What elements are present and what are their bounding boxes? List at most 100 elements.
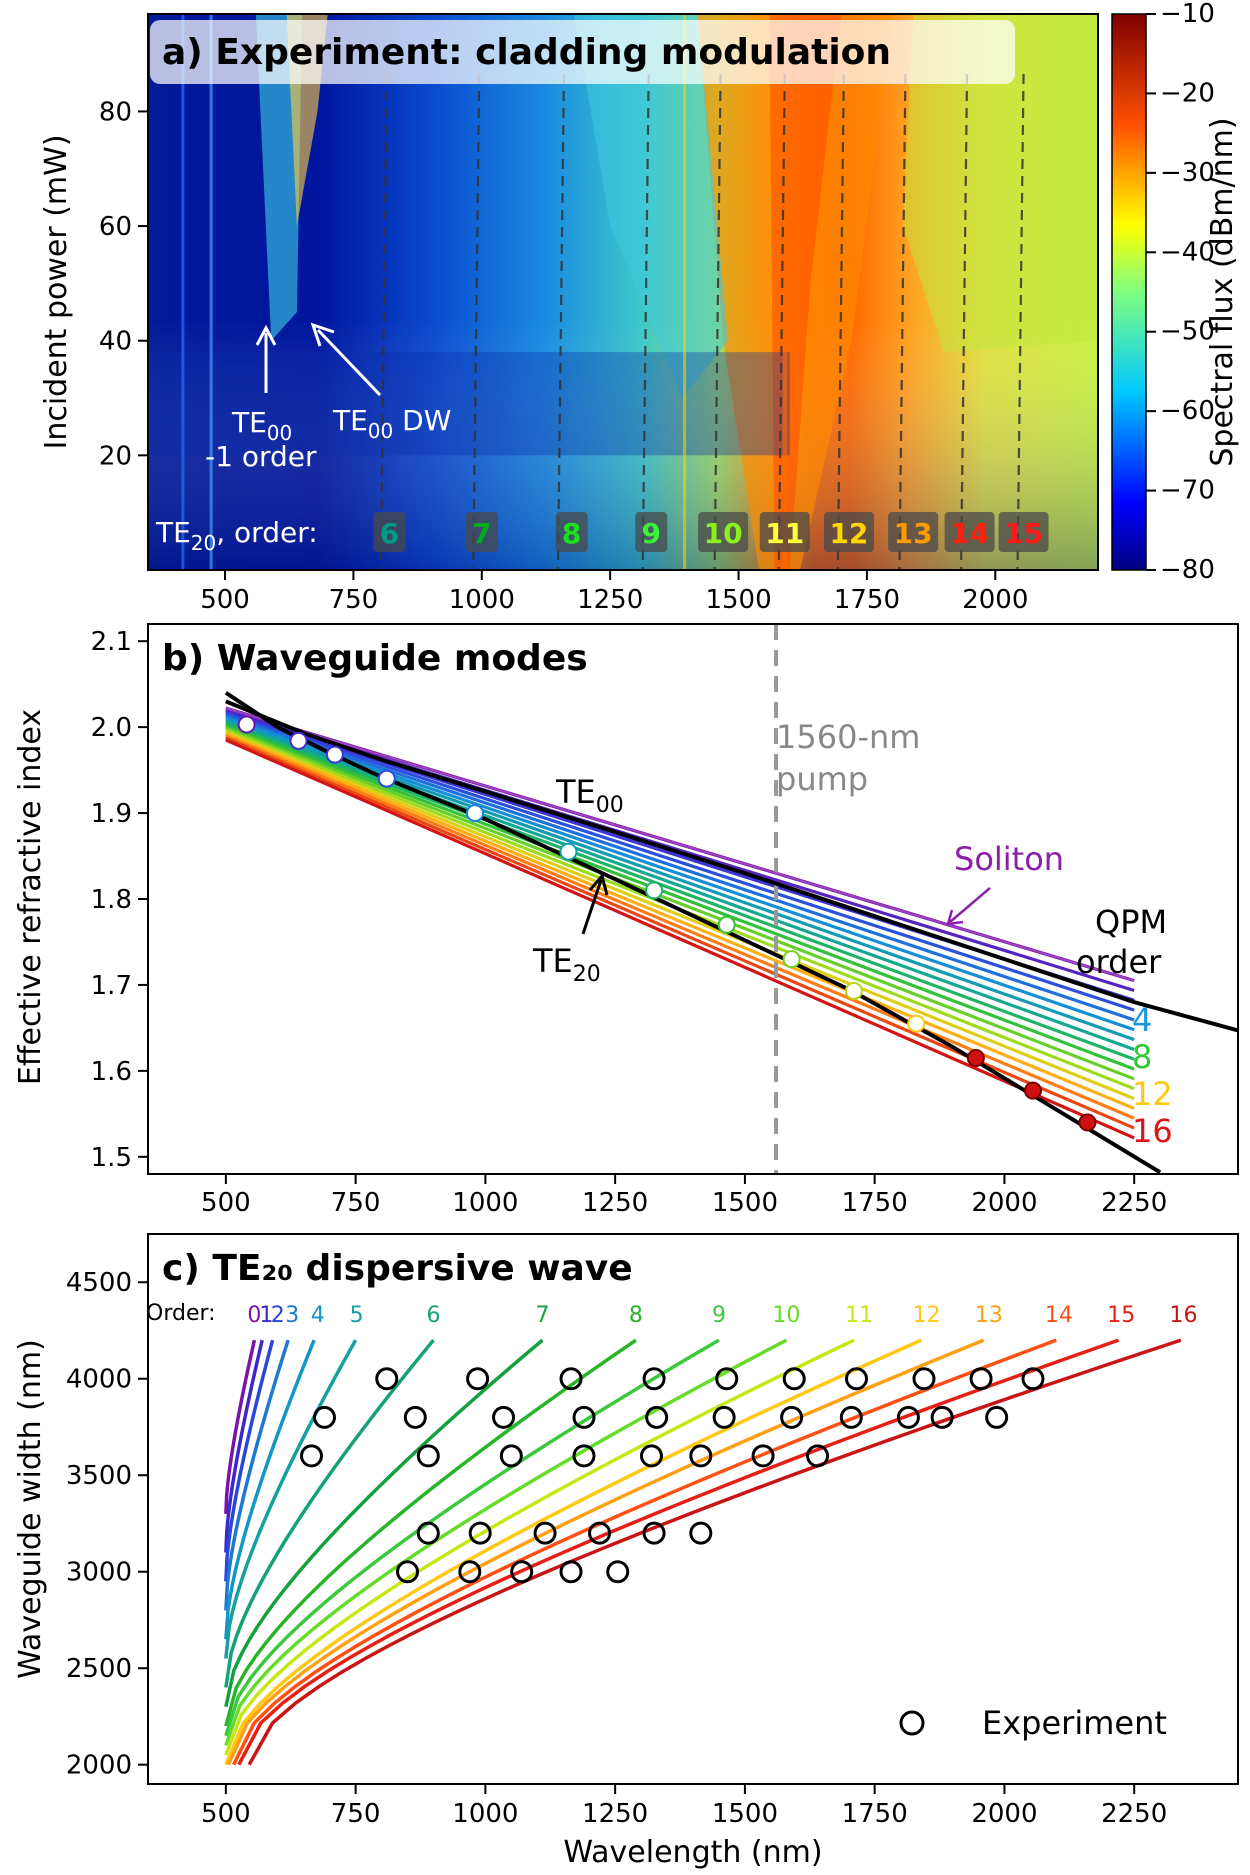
x-tick-label-b-0: 500	[201, 1188, 251, 1218]
panel-c-title: c) TE₂₀ dispersive wave	[162, 1248, 633, 1289]
order-badge-7: 7	[472, 517, 491, 550]
y-tick-label-b-4: 1.9	[91, 799, 132, 829]
y-tick-label-c-0: 2000	[66, 1751, 132, 1781]
y-tick-label-b-0: 1.5	[91, 1143, 132, 1173]
order-badge-bg-4	[698, 512, 749, 552]
x-tick-label-a-2: 1000	[449, 585, 515, 615]
label-te00-b: TE00	[555, 773, 624, 818]
experiment-point-23	[499, 1444, 523, 1468]
pump-label-line1: 1560-nm	[776, 718, 920, 756]
arrow-te00-dw	[316, 328, 382, 397]
y-tick-label-c-2: 3000	[66, 1558, 132, 1588]
guide-line-5	[777, 73, 786, 570]
experiment-point-25	[639, 1444, 663, 1468]
x-tick-label-b-4: 1500	[712, 1188, 778, 1218]
guide-line-6	[836, 73, 845, 570]
marker-3	[377, 769, 396, 788]
x-tick-label-c-1: 750	[331, 1799, 381, 1829]
experiment-point-8	[969, 1367, 993, 1391]
colorbar-ticks: −10 −20 −30 −40 −50 −60 −70 −80	[1146, 0, 1215, 585]
y-tick-label-a-1: 40	[99, 327, 132, 357]
arrowhead-te20	[588, 872, 609, 896]
experiment-point-21	[300, 1444, 323, 1468]
experiment-point-9	[1021, 1367, 1045, 1391]
experiment-point-38	[559, 1560, 583, 1584]
order-curve-label-10: 10	[772, 1303, 800, 1328]
y-tick-label-b-3: 1.8	[91, 885, 132, 915]
qpm-order-label-4: 4	[1132, 1001, 1152, 1039]
order-badge-bg-0	[373, 512, 406, 552]
arrowhead-te00-dw	[310, 322, 335, 347]
order-curve-label-1: 1	[259, 1303, 273, 1328]
y-tick-label-c-1: 2500	[66, 1654, 132, 1684]
qpm-line-8	[225, 722, 1135, 1061]
order-curve-2	[224, 1339, 275, 1582]
experiment-point-36	[458, 1560, 482, 1584]
arrow-te20	[581, 879, 603, 935]
order-curve-label-14: 14	[1045, 1303, 1073, 1328]
order-curve-labels: 012 3 4 5 6 7 8 9 10 11 12 13 14 15 16	[247, 1303, 1197, 1328]
order-curve-label-12: 12	[913, 1303, 941, 1328]
y-tick-label-c-3: 3500	[66, 1461, 132, 1491]
experiment-point-29	[416, 1521, 440, 1545]
colorbar-tick-label-5: −60	[1160, 396, 1215, 426]
y-tick-label-b-6: 2.1	[91, 627, 132, 657]
plot-frame-c	[147, 1233, 1239, 1785]
experiment-point-10	[312, 1405, 336, 1429]
colorbar-tick-label-2: −30	[1160, 158, 1215, 188]
experiment-point-37	[510, 1560, 534, 1584]
heat-te00-branch	[255, 14, 303, 341]
order-prefix: Order:	[146, 1301, 216, 1326]
marker-1	[289, 731, 308, 750]
phase-match-markers	[237, 715, 1097, 1132]
heat-left-lobe	[574, 14, 729, 399]
y-tick-label-b-5: 2.0	[91, 713, 132, 743]
order-badge-6: 6	[380, 517, 399, 550]
qpm-line-16	[225, 738, 1135, 1140]
order-curve-11	[224, 1338, 855, 1756]
guide-line-9	[1016, 73, 1025, 570]
experiment-point-39	[606, 1560, 630, 1584]
guide-line-1	[472, 73, 481, 570]
colorbar	[1111, 13, 1147, 571]
colorbar-tick-label-7: −80	[1160, 555, 1215, 585]
qpm-line-9	[225, 724, 1135, 1071]
marker-9	[844, 981, 863, 1000]
marker-12	[1023, 1081, 1042, 1100]
colorbar-tick-label-3: −40	[1160, 237, 1215, 267]
order-curve-6	[224, 1339, 435, 1688]
guide-line-8	[959, 73, 969, 570]
x-tick-label-b-3: 1250	[582, 1188, 648, 1218]
axis-ticks-b: 500 750 1000 1250 1500 1750 2000 2250 1.5 1.6 1.7 1…	[91, 627, 1168, 1218]
heat-thin-line-1	[181, 14, 185, 570]
order-curve-label-4: 4	[311, 1303, 325, 1328]
x-tick-label-b-5: 1750	[842, 1188, 908, 1218]
x-tick-label-c-7: 2250	[1101, 1799, 1167, 1829]
y-axis-label-c: Waveguide width (nm)	[13, 1339, 48, 1679]
order-curve-13	[226, 1338, 985, 1766]
order-badge-bg-8	[944, 512, 995, 552]
x-tick-label-a-1: 750	[329, 585, 379, 615]
experiment-point-22	[416, 1444, 440, 1468]
order-badge-11: 11	[765, 517, 804, 550]
soliton-line	[225, 707, 1135, 982]
experiment-point-3	[642, 1367, 666, 1391]
colorbar-tick-label-4: −50	[1160, 317, 1215, 347]
x-tick-label-c-0: 500	[201, 1799, 251, 1829]
experiment-point-19	[930, 1405, 954, 1429]
experiment-point-17	[839, 1405, 863, 1429]
order-curve-label-13: 13	[975, 1303, 1003, 1328]
order-curve-5	[224, 1339, 358, 1659]
qpm-line-4	[225, 714, 1135, 1022]
plot-area-b	[148, 624, 1238, 1174]
colorbar-label: Spectral flux (dBm/nm)	[1205, 117, 1240, 466]
marker-13	[1078, 1113, 1097, 1132]
y-axis-label-b: Effective refractive index	[13, 709, 48, 1085]
panel-b-title: b) Waveguide modes	[162, 638, 588, 679]
experiment-point-12	[492, 1405, 516, 1429]
label-minus1-order: -1 order	[205, 440, 317, 473]
heat-streak-1	[782, 14, 787, 570]
axis-ticks-c: 500 750 1000 1250 1500 1750 2000 22502000250030…	[66, 1268, 1167, 1829]
